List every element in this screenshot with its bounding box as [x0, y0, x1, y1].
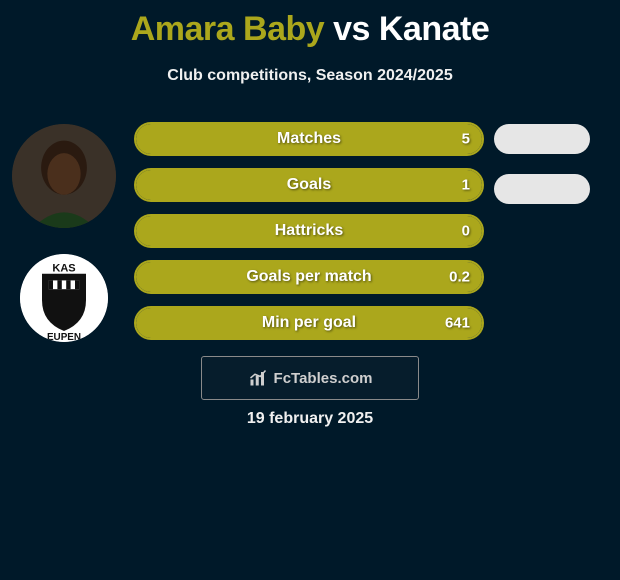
stat-row: Matches 5 — [134, 122, 484, 156]
stat-label: Goals per match — [136, 262, 482, 292]
right-pill-column — [494, 124, 594, 204]
player-avatar — [12, 124, 116, 228]
title-player2: Kanate — [379, 10, 489, 48]
club-badge: KAS EUPEN — [20, 254, 108, 342]
brand-text: FcTables.com — [274, 370, 373, 387]
stat-value: 1 — [462, 177, 470, 194]
stat-value: 641 — [445, 315, 470, 332]
right-pill — [494, 174, 590, 204]
svg-text:KAS: KAS — [52, 263, 75, 275]
stat-label: Hattricks — [136, 216, 482, 246]
stat-row: Min per goal 641 — [134, 306, 484, 340]
date-label: 19 february 2025 — [0, 410, 620, 428]
title-vs: vs — [324, 10, 379, 48]
stat-row: Hattricks 0 — [134, 214, 484, 248]
stat-label: Goals — [136, 170, 482, 200]
title-player1: Amara Baby — [131, 10, 324, 48]
page-title: Amara Baby vs Kanate — [0, 0, 620, 49]
stat-value: 5 — [462, 131, 470, 148]
stat-value: 0 — [462, 223, 470, 240]
stat-value: 0.2 — [449, 269, 470, 286]
brand-box[interactable]: FcTables.com — [201, 356, 419, 400]
stat-row: Goals 1 — [134, 168, 484, 202]
right-pill — [494, 124, 590, 154]
stat-label: Matches — [136, 124, 482, 154]
stat-row: Goals per match 0.2 — [134, 260, 484, 294]
stats-bars: Matches 5 Goals 1 Hattricks 0 Goals per … — [134, 122, 484, 340]
stat-label: Min per goal — [136, 308, 482, 338]
club-crest-icon: KAS EUPEN — [20, 254, 108, 342]
svg-text:EUPEN: EUPEN — [47, 332, 81, 342]
avatar-column: KAS EUPEN — [8, 124, 120, 342]
bar-chart-icon — [248, 369, 268, 387]
player-silhouette-icon — [12, 124, 116, 228]
subtitle: Club competitions, Season 2024/2025 — [0, 67, 620, 85]
